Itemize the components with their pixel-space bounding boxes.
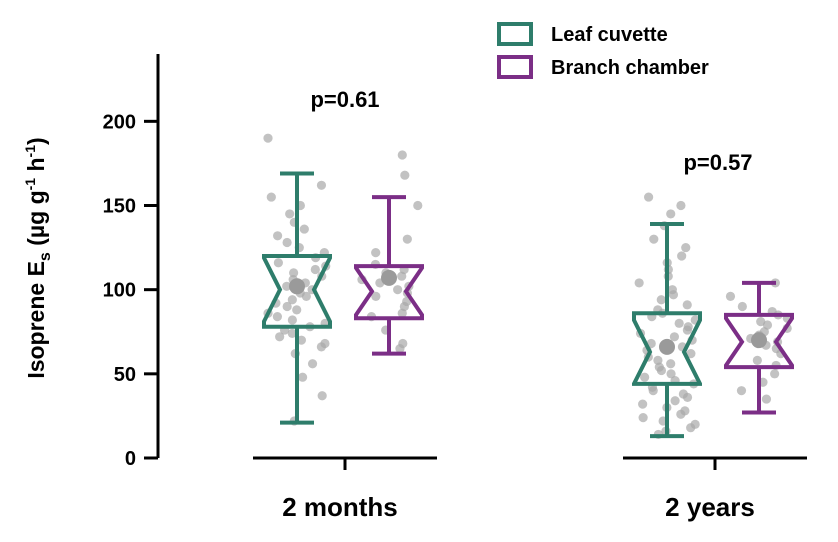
- y-tick-label: 100: [103, 280, 136, 302]
- data-point: [299, 224, 309, 234]
- data-point: [644, 192, 654, 202]
- data-point: [273, 231, 283, 241]
- box-1-0: [354, 264, 424, 321]
- y-axis-label: Isoprene Es (µg g-1 h-1): [22, 137, 54, 378]
- data-point: [289, 268, 299, 278]
- data-point: [316, 342, 326, 352]
- y-tick-label: 50: [114, 364, 136, 386]
- data-point: [371, 291, 381, 301]
- data-point: [371, 248, 381, 258]
- y-tick-label: 200: [103, 111, 136, 133]
- legend-swatch: [497, 55, 533, 79]
- legend: Leaf cuvette Branch chamber: [497, 22, 709, 79]
- data-point: [677, 251, 687, 261]
- p-value-label: p=0.57: [683, 150, 752, 175]
- data-point: [656, 295, 666, 305]
- data-point: [682, 325, 693, 335]
- data-point: [648, 386, 658, 396]
- data-point: [736, 386, 747, 396]
- data-point: [397, 308, 407, 318]
- p-value-label: p=0.61: [310, 87, 379, 112]
- data-point: [666, 359, 676, 369]
- box-1-1: [724, 312, 794, 370]
- data-point: [752, 355, 762, 365]
- x-category-label: 2 months: [282, 492, 398, 522]
- data-point: [737, 301, 747, 312]
- data-point: [282, 237, 292, 248]
- data-point: [395, 343, 405, 354]
- data-point: [298, 372, 308, 382]
- data-point: [669, 332, 680, 342]
- data-point: [676, 200, 686, 211]
- data-point: [263, 133, 273, 143]
- data-point: [649, 234, 659, 244]
- mean-marker: [659, 338, 675, 355]
- data-point: [674, 318, 684, 328]
- data-point: [761, 394, 772, 404]
- box-0-0: [262, 254, 332, 329]
- data-point: [273, 258, 283, 268]
- data-point: [266, 192, 276, 202]
- data-point: [397, 271, 407, 281]
- x-category-label: 2 years: [665, 492, 755, 522]
- data-point: [400, 170, 410, 180]
- data-point: [317, 391, 327, 401]
- data-point: [282, 281, 292, 291]
- data-point: [681, 242, 691, 253]
- data-point: [668, 290, 679, 300]
- boxes: [262, 171, 794, 439]
- data-point: [301, 291, 311, 301]
- data-point: [393, 285, 403, 295]
- data-point: [296, 335, 307, 345]
- p-values: p=0.61 p=0.57: [310, 87, 752, 175]
- data-point: [638, 399, 648, 409]
- data-point: [670, 396, 680, 406]
- x-axes: 2 months 2 years: [253, 456, 807, 522]
- data-point: [666, 209, 676, 219]
- data-point: [275, 332, 285, 342]
- data-point: [666, 369, 676, 379]
- data-point: [686, 423, 696, 433]
- data-point: [287, 328, 297, 339]
- box-0-1: [632, 311, 702, 386]
- legend-swatch: [497, 22, 533, 46]
- mean-marker: [751, 332, 767, 349]
- data-point: [402, 234, 412, 244]
- data-points: [263, 133, 792, 440]
- data-point: [307, 359, 318, 369]
- data-point: [285, 209, 295, 219]
- data-point: [676, 409, 686, 419]
- data-point: [316, 180, 327, 190]
- data-point: [682, 392, 693, 402]
- data-point: [413, 200, 423, 211]
- data-point: [282, 301, 292, 312]
- y-tick-label: 150: [103, 196, 136, 218]
- data-point: [397, 150, 407, 160]
- data-point: [640, 372, 650, 382]
- data-point: [287, 295, 297, 305]
- data-point: [656, 365, 667, 376]
- data-point: [638, 413, 648, 423]
- legend-label: Branch chamber: [551, 57, 709, 79]
- data-point: [287, 315, 297, 325]
- data-point: [634, 278, 644, 288]
- data-point: [682, 300, 692, 310]
- y-axis: 0 50 100 150 200: [103, 54, 160, 470]
- data-point: [272, 312, 282, 322]
- mean-marker: [289, 278, 305, 295]
- legend-label: Leaf cuvette: [551, 24, 668, 46]
- data-point: [686, 349, 696, 359]
- data-point: [292, 305, 302, 315]
- y-tick-label: 0: [125, 448, 136, 470]
- data-point: [725, 291, 736, 301]
- data-point: [310, 264, 320, 275]
- data-point: [770, 369, 780, 379]
- mean-marker: [381, 269, 397, 286]
